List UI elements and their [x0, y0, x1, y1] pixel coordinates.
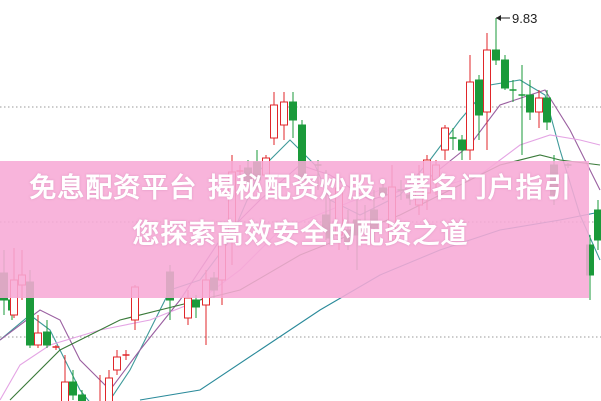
candle — [192, 295, 200, 318]
candle-body — [594, 209, 601, 241]
candle-body — [526, 94, 534, 113]
candle-body — [543, 97, 551, 123]
candle — [280, 92, 288, 140]
candle — [441, 125, 449, 160]
candle-body — [192, 299, 200, 308]
candle — [518, 65, 526, 155]
candle-body — [78, 394, 86, 401]
candle-body — [501, 59, 509, 89]
candle-body — [535, 97, 543, 113]
candle — [270, 92, 278, 145]
candle — [526, 80, 534, 120]
title-banner — [0, 161, 589, 298]
candle — [449, 128, 457, 150]
candle — [122, 350, 130, 360]
high-annotation: 9.83 — [496, 11, 537, 26]
candle-body — [458, 139, 466, 151]
candle — [69, 370, 77, 400]
candle-body — [43, 331, 51, 346]
candle — [52, 345, 60, 350]
candle — [105, 370, 113, 401]
candle — [289, 92, 297, 138]
candle — [594, 200, 601, 250]
candle — [99, 375, 101, 401]
candle-body — [289, 101, 297, 121]
candle — [475, 75, 483, 140]
candle — [535, 90, 543, 128]
candle-body — [69, 381, 77, 396]
candle-body — [466, 81, 474, 151]
candle — [458, 135, 466, 160]
candle-body — [34, 332, 42, 346]
article-title: 免息配资平台 揭秘配资炒股：著名门户指引您探索高效安全的配资之道 — [29, 173, 572, 250]
candle-body — [492, 49, 500, 61]
high-price-label: 9.83 — [512, 11, 537, 26]
candle-body — [105, 377, 113, 401]
candle-body — [270, 104, 278, 139]
candle — [492, 18, 500, 65]
candle-body — [184, 297, 192, 319]
candle — [43, 320, 51, 348]
candle — [466, 55, 474, 160]
candle — [78, 390, 86, 401]
candle-body — [280, 101, 288, 126]
candle — [113, 350, 121, 375]
candle — [509, 80, 517, 102]
candle — [543, 90, 551, 130]
candle-body — [61, 381, 69, 401]
candle-body — [483, 49, 491, 113]
candle-body — [475, 79, 483, 116]
candle — [34, 315, 42, 348]
candle-body — [113, 356, 121, 371]
candle — [61, 355, 69, 401]
candle — [501, 55, 509, 90]
candle — [483, 33, 491, 150]
candle-body — [441, 127, 449, 151]
